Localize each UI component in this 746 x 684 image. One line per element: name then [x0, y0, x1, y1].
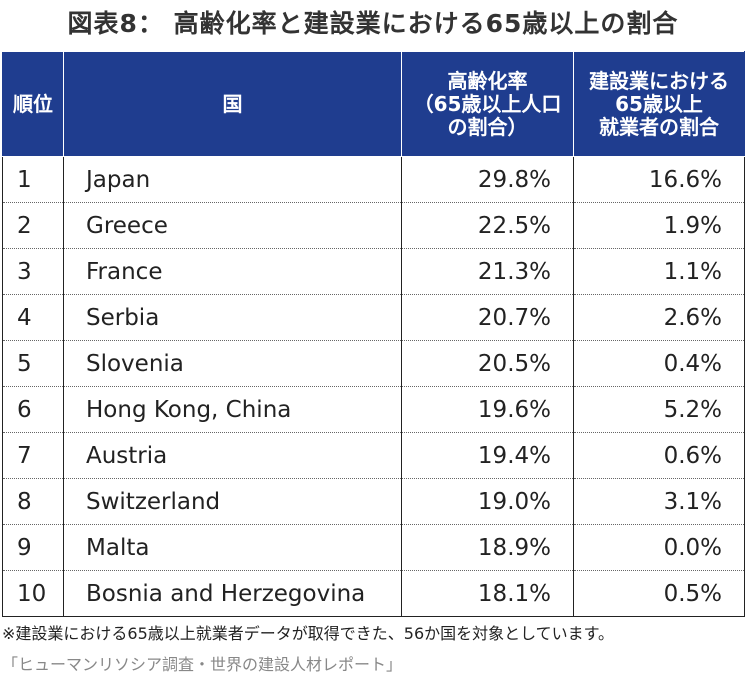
table-row: 7 Austria 19.4% 0.6% — [2, 432, 745, 479]
cell-country: Bosnia and Herzegovina — [63, 570, 402, 617]
table-row: 10 Bosnia and Herzegovina 18.1% 0.5% — [2, 570, 745, 617]
cell-rank: 5 — [2, 340, 64, 387]
cell-construction-share: 0.6% — [573, 432, 745, 479]
cell-rank: 1 — [2, 156, 64, 203]
ranking-table: 順位 国 高齢化率 （65歳以上人口 の割合） 建設業における 65歳以上 就業… — [2, 51, 745, 617]
cell-aging-rate: 20.5% — [401, 340, 574, 387]
page-title: 図表8： 高齢化率と建設業における65歳以上の割合 — [67, 9, 679, 38]
cell-country: Slovenia — [63, 340, 402, 387]
cell-country: Greece — [63, 202, 402, 249]
cell-aging-rate: 18.9% — [401, 524, 574, 571]
cell-rank: 3 — [2, 248, 64, 295]
cell-country: Japan — [63, 156, 402, 203]
cell-rank: 8 — [2, 478, 64, 525]
cell-country: Malta — [63, 524, 402, 571]
cell-construction-share: 3.1% — [573, 478, 745, 525]
cell-aging-rate: 19.4% — [401, 432, 574, 479]
cell-construction-share: 0.0% — [573, 524, 745, 571]
cell-construction-share: 1.1% — [573, 248, 745, 295]
table-row: 6 Hong Kong, China 19.6% 5.2% — [2, 386, 745, 433]
cell-aging-rate: 21.3% — [401, 248, 574, 295]
cell-country: Switzerland — [63, 478, 402, 525]
header-aging-rate-line: （65歳以上人口 — [413, 91, 562, 116]
header-construction-share-line: 65歳以上 — [615, 91, 703, 116]
cell-country: Austria — [63, 432, 402, 479]
cell-aging-rate: 29.8% — [401, 156, 574, 203]
cell-construction-share: 0.5% — [573, 570, 745, 617]
cell-construction-share: 5.2% — [573, 386, 745, 433]
table-row: 8 Switzerland 19.0% 3.1% — [2, 478, 745, 525]
table-row: 1 Japan 29.8% 16.6% — [2, 156, 745, 203]
cell-rank: 9 — [2, 524, 64, 571]
cell-aging-rate: 20.7% — [401, 294, 574, 341]
table-row: 5 Slovenia 20.5% 0.4% — [2, 340, 745, 387]
cell-country: France — [63, 248, 402, 295]
cell-rank: 10 — [2, 570, 64, 617]
header-construction-share: 建設業における 65歳以上 就業者の割合 — [573, 51, 745, 157]
cell-construction-share: 1.9% — [573, 202, 745, 249]
cell-rank: 2 — [2, 202, 64, 249]
cell-construction-share: 0.4% — [573, 340, 745, 387]
header-construction-share-line: 建設業における — [589, 68, 729, 93]
source-note: 「ヒューマンリソシア調査・世界の建設人材レポート」 — [2, 655, 403, 674]
table-row: 2 Greece 22.5% 1.9% — [2, 202, 745, 249]
cell-aging-rate: 22.5% — [401, 202, 574, 249]
header-aging-rate-line: 高齢化率 — [447, 68, 528, 93]
cell-construction-share: 2.6% — [573, 294, 745, 341]
header-construction-share-line: 就業者の割合 — [599, 114, 719, 139]
cell-aging-rate: 19.0% — [401, 478, 574, 525]
table-row: 3 France 21.3% 1.1% — [2, 248, 745, 295]
cell-construction-share: 16.6% — [573, 156, 745, 203]
header-rank: 順位 — [2, 51, 64, 157]
cell-aging-rate: 18.1% — [401, 570, 574, 617]
cell-country: Serbia — [63, 294, 402, 341]
cell-country: Hong Kong, China — [63, 386, 402, 433]
table-row: 9 Malta 18.9% 0.0% — [2, 524, 745, 571]
footnote: ※建設業における65歳以上就業者データが取得できた、56か国を対象としています。 — [2, 624, 615, 643]
header-aging-rate: 高齢化率 （65歳以上人口 の割合） — [401, 51, 574, 157]
header-aging-rate-line: の割合） — [447, 114, 528, 139]
cell-rank: 4 — [2, 294, 64, 341]
cell-aging-rate: 19.6% — [401, 386, 574, 433]
table-row: 4 Serbia 20.7% 2.6% — [2, 294, 745, 341]
header-country: 国 — [63, 51, 402, 157]
cell-rank: 7 — [2, 432, 64, 479]
table-header-row: 順位 国 高齢化率 （65歳以上人口 の割合） 建設業における 65歳以上 就業… — [2, 51, 745, 157]
cell-rank: 6 — [2, 386, 64, 433]
